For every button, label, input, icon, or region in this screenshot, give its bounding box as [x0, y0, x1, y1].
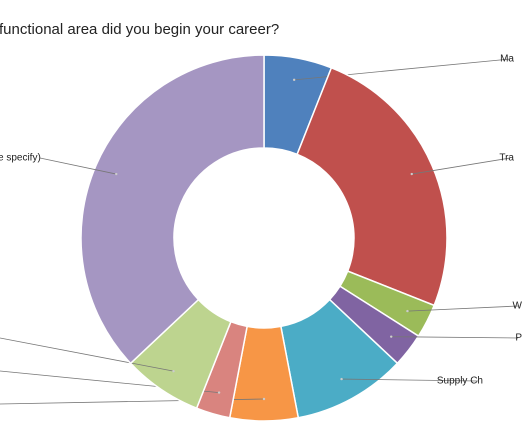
segment-label: Tra	[499, 153, 514, 164]
segment-label: W	[513, 301, 523, 312]
leader-dot	[115, 172, 118, 176]
leader-dot	[390, 335, 393, 338]
leader-line	[341, 378, 479, 382]
leader-line	[39, 157, 117, 175]
segment-label: P	[515, 333, 522, 344]
leader-line	[0, 337, 174, 372]
chart-title: functional area did you begin your caree…	[0, 21, 279, 38]
donut-segment	[80, 54, 265, 365]
segment-label: Supply Ch	[437, 376, 483, 387]
segment-label: e specify)	[0, 153, 41, 164]
donut-segment	[296, 66, 448, 307]
leader-dot	[292, 78, 296, 82]
leader-dot	[262, 397, 266, 401]
leader-dot	[172, 369, 175, 373]
leader-dot	[410, 172, 413, 176]
leader-dot	[406, 309, 409, 313]
segment-label: Ma	[500, 54, 514, 65]
leader-line	[391, 336, 519, 339]
leader-dot	[217, 391, 221, 394]
leader-line	[407, 305, 519, 312]
leader-dot	[340, 377, 343, 381]
leader-line	[411, 157, 511, 175]
